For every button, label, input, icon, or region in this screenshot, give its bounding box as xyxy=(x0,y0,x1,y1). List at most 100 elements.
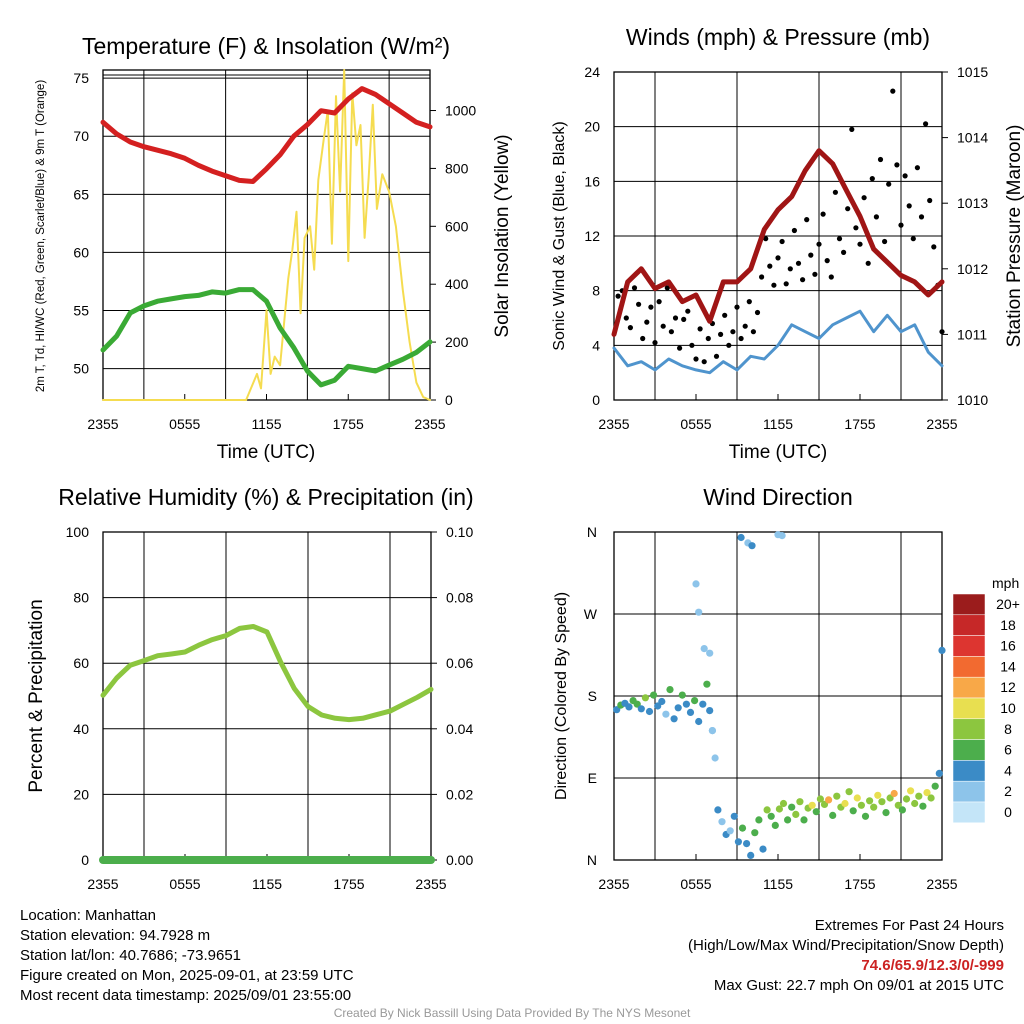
insolation-y2-tick-label: 1000 xyxy=(445,103,476,119)
direction-point xyxy=(706,649,714,657)
gust-point xyxy=(759,274,765,280)
gust-point xyxy=(898,222,904,228)
legend-swatch xyxy=(952,635,986,657)
gust-point xyxy=(918,214,925,220)
direction-point xyxy=(779,799,788,808)
direction-point xyxy=(734,838,743,846)
extremes-info: Extremes For Past 24 Hours (High/Low/Max… xyxy=(688,916,1004,996)
humidity-y-label: Percent & Precipitation xyxy=(26,599,47,792)
wind-direction-y-label: Direction (Colored By Speed) xyxy=(553,592,570,800)
direction-y-tick-label: E xyxy=(588,770,597,786)
gust-point xyxy=(873,214,880,220)
direction-point xyxy=(711,754,719,762)
gust-point xyxy=(828,274,834,280)
direction-point xyxy=(695,717,703,726)
gust-point xyxy=(763,236,769,242)
speed-legend: mph 20+ 18 16 14 12 10 8 6 4 2 0 xyxy=(952,575,1020,824)
direction-point xyxy=(816,795,825,803)
direction-point xyxy=(763,806,771,814)
humidity-y-tick-label: 100 xyxy=(66,524,90,540)
direction-point xyxy=(778,532,786,540)
direction-point xyxy=(637,705,645,713)
pressure-y2-tick-label: 1010 xyxy=(957,392,988,408)
direction-point xyxy=(700,645,708,653)
direction-point xyxy=(878,798,886,806)
direction-y-tick-label: N xyxy=(587,524,597,540)
temperature-frame xyxy=(102,69,431,401)
temperature-line xyxy=(100,86,433,184)
gust-point xyxy=(738,335,744,342)
pressure-y-label: Station Pressure (Maroon) xyxy=(1004,125,1024,348)
pressure-y2-tick-label: 1011 xyxy=(957,326,987,342)
gust-point xyxy=(750,329,757,335)
temperature-title: Temperature (F) & Insolation (W/m²) xyxy=(82,33,450,59)
gust-point xyxy=(685,308,691,314)
direction-point xyxy=(874,791,882,799)
direction-point xyxy=(902,795,911,803)
direction-point xyxy=(841,799,849,808)
gust-point xyxy=(824,258,830,264)
humidity-line xyxy=(100,624,434,723)
gust-point xyxy=(689,342,695,348)
humidity-y-tick-label: 60 xyxy=(73,655,89,671)
gust-point xyxy=(742,323,748,329)
direction-point xyxy=(767,812,775,820)
legend-label: 18 xyxy=(1000,617,1016,633)
humidity-y-tick-label: 80 xyxy=(73,590,89,606)
gust-point xyxy=(820,211,826,217)
gust-point xyxy=(890,88,896,94)
direction-point xyxy=(691,697,699,705)
legend-label: 0 xyxy=(1004,804,1012,820)
gust-point xyxy=(636,301,642,307)
legend-swatch xyxy=(952,656,986,678)
gust-point xyxy=(845,206,851,212)
precip-y2-tick-label: 0.10 xyxy=(446,524,473,540)
insolation-line xyxy=(102,69,431,401)
winds-y-tick-label: 20 xyxy=(584,119,600,135)
direction-point xyxy=(911,799,919,808)
direction-y-tick-label: N xyxy=(587,852,597,868)
winds-x-tick-label: 2355 xyxy=(598,416,629,432)
legend-label: 2 xyxy=(1004,783,1012,799)
gust-point xyxy=(800,277,806,283)
legend-label: 14 xyxy=(1000,658,1016,674)
legend-swatch xyxy=(952,780,986,803)
insolation-y2-tick-label: 600 xyxy=(445,218,469,234)
pressure-line xyxy=(611,148,945,337)
gust-point xyxy=(722,312,728,318)
direction-point xyxy=(695,608,703,616)
gust-point xyxy=(841,249,847,255)
gust-point xyxy=(726,342,732,348)
direction-point xyxy=(755,816,763,824)
direction-point xyxy=(703,680,711,688)
direction-point xyxy=(919,802,927,810)
direction-point xyxy=(650,691,658,699)
humidity-panel: Relative Humidity (%) & Precipitation (i… xyxy=(26,484,474,892)
insolation-y2-tick-label: 0 xyxy=(445,392,453,408)
gust-point xyxy=(615,293,621,299)
temperature-panel: Temperature (F) & Insolation (W/m²) 2m T… xyxy=(35,33,513,463)
winds-x-tick-label: 1755 xyxy=(844,416,875,432)
precip-y2-tick-label: 0.04 xyxy=(446,721,473,737)
direction-point xyxy=(927,794,935,802)
direction-point xyxy=(748,542,756,550)
gust-point xyxy=(734,304,740,310)
gust-point xyxy=(902,173,908,179)
direction-point xyxy=(747,851,755,860)
winds-x-tick-label: 0555 xyxy=(680,416,711,432)
gust-point xyxy=(869,176,875,182)
direction-point xyxy=(829,811,837,820)
legend-label: 8 xyxy=(1004,721,1012,737)
max-gust-text: Max Gust: 22.7 mph On 09/01 at 2015 UTC xyxy=(713,977,1004,994)
insolation-y2-tick-label: 400 xyxy=(445,276,469,292)
direction-point xyxy=(699,700,707,708)
direction-point xyxy=(923,789,931,797)
pressure-y2-tick-label: 1014 xyxy=(957,130,988,146)
winds-y-tick-label: 12 xyxy=(584,228,600,244)
direction-point xyxy=(613,706,621,714)
winds-x-tick-label: 2355 xyxy=(926,416,957,432)
gust-point xyxy=(927,197,933,204)
direction-point xyxy=(788,803,796,811)
gust-point xyxy=(730,329,736,335)
humidity-x-tick-label: 2355 xyxy=(415,876,446,892)
